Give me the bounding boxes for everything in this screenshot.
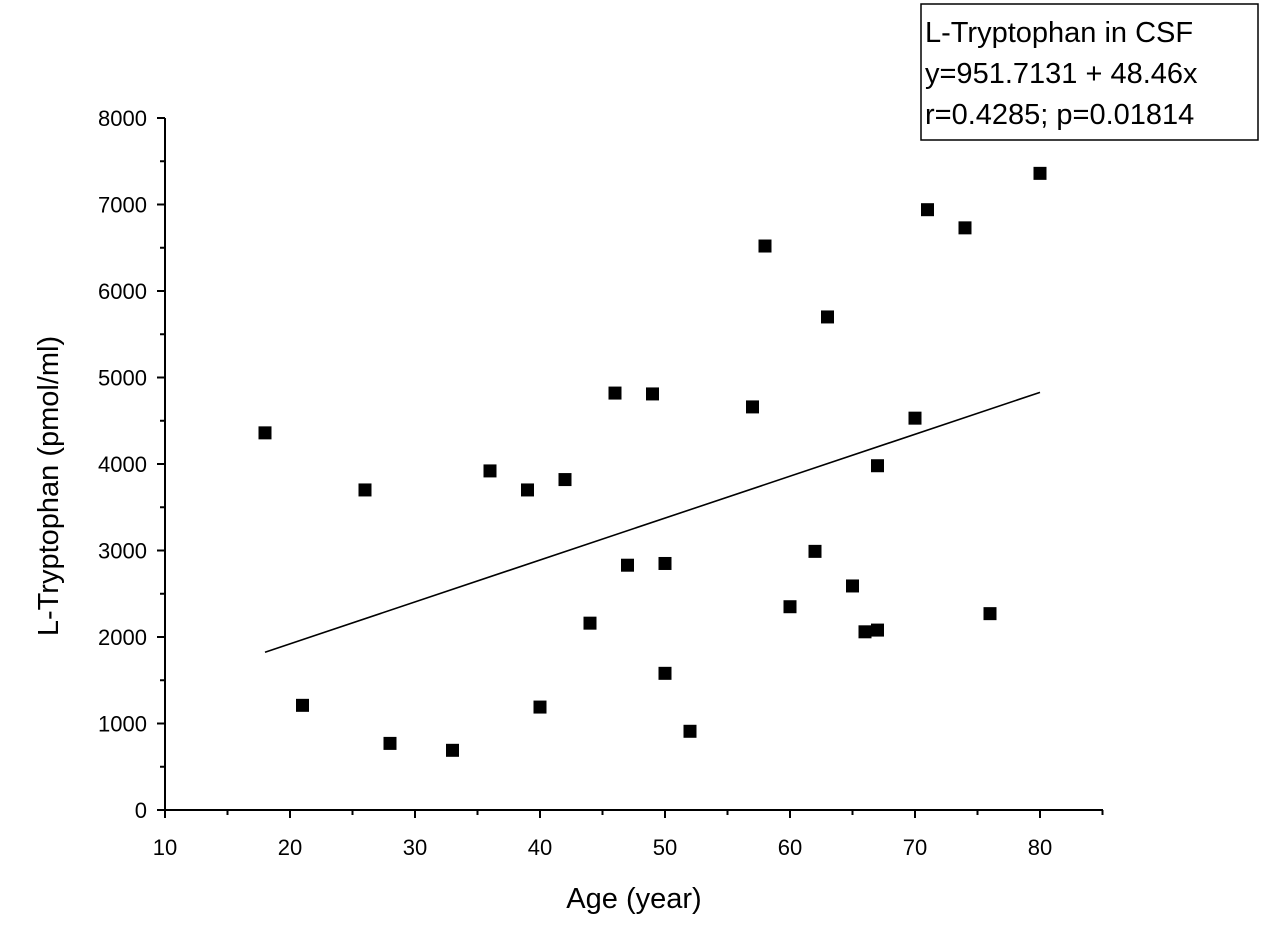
x-tick-label: 80 <box>1028 835 1052 860</box>
data-point <box>558 473 572 487</box>
x-axis-title: Age (year) <box>566 883 701 915</box>
data-point <box>583 616 597 630</box>
legend: L-Tryptophan in CSF y=951.7131 + 48.46x … <box>920 3 1259 141</box>
y-tick-label: 4000 <box>98 452 147 477</box>
data-point <box>858 625 872 639</box>
data-point <box>871 459 884 473</box>
y-ticks: 0 1000 2000 3000 4000 5000 6000 7000 8000 <box>98 106 165 823</box>
data-point <box>646 387 659 401</box>
data-point <box>296 698 309 712</box>
y-tick-label: 0 <box>135 798 147 823</box>
data-point <box>258 426 272 440</box>
data-point <box>746 400 759 414</box>
y-tick-label: 8000 <box>98 106 147 131</box>
data-point <box>958 221 972 235</box>
data-point <box>871 623 884 637</box>
data-point <box>658 666 672 680</box>
x-tick-label: 70 <box>903 835 927 860</box>
data-point <box>658 556 672 570</box>
data-point <box>1033 166 1047 180</box>
y-axis-title: L-Tryptophan (pmol/ml) <box>33 336 65 636</box>
y-tick-label: 5000 <box>98 366 147 391</box>
y-tick-label: 2000 <box>98 625 147 650</box>
data-point <box>521 483 534 497</box>
data-point <box>821 310 834 324</box>
data-point <box>808 544 822 558</box>
data-point <box>908 411 922 425</box>
regression-line <box>264 391 1041 653</box>
x-tick-label: 60 <box>778 835 802 860</box>
data-point <box>683 724 697 738</box>
data-point <box>446 743 459 757</box>
data-points <box>258 166 1047 757</box>
y-tick-label: 1000 <box>98 712 147 737</box>
x-tick-label: 30 <box>403 835 427 860</box>
regression-fit <box>264 391 1041 653</box>
data-point <box>846 579 859 593</box>
legend-frame <box>920 3 1259 141</box>
legend-title: L-Tryptophan in CSF <box>925 17 1193 49</box>
y-tick-label: 6000 <box>98 279 147 304</box>
x-tick-label: 20 <box>278 835 302 860</box>
x-tick-label: 40 <box>528 835 552 860</box>
legend-stats: r=0.4285; p=0.01814 <box>925 99 1194 131</box>
data-point <box>983 607 997 621</box>
data-point <box>758 239 772 253</box>
data-point <box>608 386 622 400</box>
y-tick-label: 7000 <box>98 193 147 218</box>
x-tick-label: 10 <box>153 835 177 860</box>
x-ticks: 10 20 30 40 50 60 70 80 <box>153 810 1104 860</box>
legend-equation: y=951.7131 + 48.46x <box>925 58 1198 90</box>
x-tick-label: 50 <box>653 835 677 860</box>
data-point <box>621 558 634 572</box>
data-point <box>483 464 497 478</box>
y-tick-label: 3000 <box>98 539 147 564</box>
data-point <box>921 203 934 217</box>
data-point <box>383 736 397 750</box>
data-point <box>358 483 372 497</box>
data-point <box>783 600 797 614</box>
data-point <box>533 700 547 714</box>
